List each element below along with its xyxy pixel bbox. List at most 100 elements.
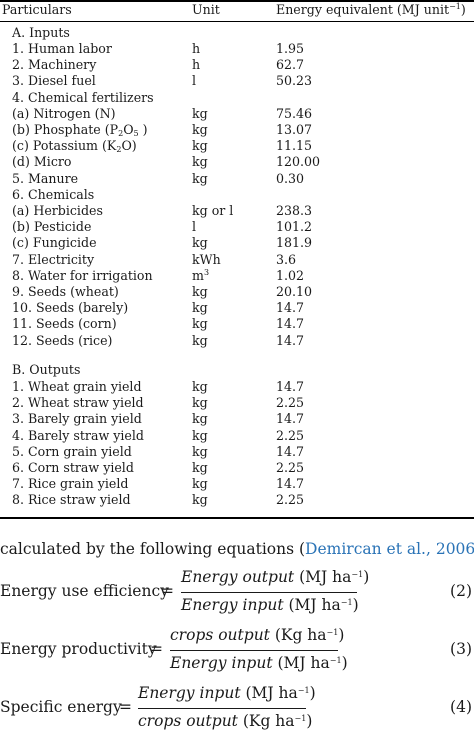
- table-row: 9. Seeds (wheat) kg 20.10: [0, 284, 474, 300]
- unit-cell: kg: [192, 460, 208, 475]
- particulars-cell: 1. Human labor: [12, 41, 112, 56]
- particulars-cell: 11. Seeds (corn): [12, 316, 117, 332]
- table-row: (a) Nitrogen (N) kg 75.46: [0, 106, 474, 122]
- particulars-cell: 5. Corn grain yield: [12, 443, 132, 459]
- unit-cell: h: [192, 41, 201, 56]
- particulars-cell: 9. Seeds (wheat): [12, 284, 119, 299]
- energy-value-cell: 120.00: [276, 154, 321, 170]
- unit-cell: kg: [192, 138, 208, 154]
- header-particulars: Particulars: [2, 2, 72, 17]
- energy-value-cell: 14.7: [276, 443, 305, 459]
- energy-value-cell: 238.3: [276, 203, 313, 218]
- unit-cell: kWh: [192, 251, 221, 267]
- table-row: (d) Micro kg 120.00: [0, 154, 474, 170]
- particulars-cell: (b) Pesticide: [12, 219, 92, 235]
- equals-sign: =: [150, 640, 163, 658]
- unit-cell: kg: [192, 235, 208, 251]
- table-bottom-rule: [0, 517, 474, 519]
- table-row: 11. Seeds (corn) kg 14.7: [0, 316, 474, 332]
- unit-cell: kg: [192, 427, 208, 443]
- section-label-outputs: B. Outputs: [12, 362, 81, 377]
- table-row: 6. Chemicals: [0, 187, 474, 203]
- unit-cell: kg: [192, 492, 208, 508]
- unit-cell: kg: [192, 332, 208, 348]
- table-row: 2. Wheat straw yield kg 2.25: [0, 395, 474, 411]
- energy-value-cell: 13.07: [276, 122, 313, 137]
- table-row: 1. Wheat grain yield kg 14.7: [0, 379, 474, 395]
- unit-cell: kg: [192, 395, 208, 411]
- particulars-cell: (c) Potassium (K2O): [12, 138, 137, 155]
- energy-value-cell: 14.7: [276, 411, 305, 427]
- equation-numerator: Energy output (MJ ha−1): [181, 568, 370, 586]
- energy-value-cell: 2.25: [276, 492, 305, 508]
- particulars-cell: 7. Rice grain yield: [12, 476, 129, 492]
- unit-cell: kg: [192, 316, 208, 332]
- table-row: (a) Herbicides kg or l 238.3: [0, 203, 474, 219]
- equation-numerator: Energy input (MJ ha−1): [138, 684, 316, 702]
- energy-value-cell: 2.25: [276, 395, 305, 411]
- table-row: (b) Phosphate (P2O5 ) kg 13.07: [0, 122, 474, 138]
- particulars-cell: (c) Fungicide: [12, 235, 97, 251]
- energy-value-cell: 50.23: [276, 73, 313, 89]
- equation-energy-productivity: Energy productivity = crops output (Kg h…: [0, 626, 474, 676]
- unit-cell: kg: [192, 170, 208, 186]
- particulars-cell: 4. Chemical fertilizers: [12, 89, 154, 105]
- fraction-bar: [181, 592, 357, 593]
- energy-value-cell: 0.30: [276, 170, 305, 186]
- table-row: 12. Seeds (rice) kg 14.7: [0, 333, 474, 349]
- particulars-cell: 1. Wheat grain yield: [12, 379, 142, 394]
- unit-cell: kg: [192, 105, 208, 121]
- table-row: 8. Rice straw yield kg 2.25: [0, 492, 474, 508]
- energy-value-cell: 75.46: [276, 105, 313, 121]
- unit-cell: kg: [192, 476, 208, 492]
- equation-lhs: Specific energy: [0, 698, 122, 716]
- equations-intro: calculated by the following equations (D…: [0, 540, 474, 558]
- equation-denominator: Energy input (MJ ha−1): [181, 596, 359, 614]
- unit-cell: kg: [192, 379, 208, 394]
- table-row: 1. Human labor h 1.95: [0, 41, 474, 57]
- particulars-cell: 5. Manure: [12, 170, 79, 186]
- energy-value-cell: 181.9: [276, 235, 313, 251]
- citation-link[interactable]: Demircan et al., 2006: [305, 540, 474, 558]
- energy-value-cell: 101.2: [276, 219, 313, 235]
- table-row: 6. Corn straw yield kg 2.25: [0, 460, 474, 476]
- particulars-cell: (a) Herbicides: [12, 203, 103, 218]
- energy-value-cell: 2.25: [276, 427, 305, 443]
- particulars-cell: (a) Nitrogen (N): [12, 105, 116, 121]
- header-energy-equivalent: Energy equivalent (MJ unit−1): [276, 2, 466, 17]
- table-row: (b) Pesticide l 101.2: [0, 219, 474, 235]
- equation-specific-energy: Specific energy = Energy input (MJ ha−1)…: [0, 684, 474, 734]
- table-row: (c) Fungicide kg 181.9: [0, 235, 474, 251]
- table-row: 2. Machinery h 62.7: [0, 57, 474, 73]
- header-unit: Unit: [192, 2, 220, 17]
- energy-value-cell: 3.6: [276, 251, 297, 267]
- equation-numerator: crops output (Kg ha−1): [170, 626, 345, 644]
- unit-cell: kg: [192, 443, 208, 459]
- equation-number: (4): [450, 698, 472, 716]
- table-row: 3. Barely grain yield kg 14.7: [0, 411, 474, 427]
- unit-cell: kg: [192, 154, 208, 170]
- energy-value-cell: 2.25: [276, 460, 305, 475]
- energy-value-cell: 1.02: [276, 267, 305, 283]
- energy-value-cell: 14.7: [276, 300, 305, 316]
- unit-cell: kg: [192, 284, 208, 299]
- section-label-inputs: A. Inputs: [12, 25, 70, 40]
- particulars-cell: 8. Water for irrigation: [12, 267, 153, 283]
- table-header-row: Particulars Unit Energy equivalent (MJ u…: [0, 2, 474, 18]
- equals-sign: =: [119, 698, 132, 716]
- fraction-bar: [170, 650, 338, 651]
- table-row: 7. Rice grain yield kg 14.7: [0, 476, 474, 492]
- unit-cell: kg: [192, 122, 208, 137]
- equals-sign: =: [161, 582, 174, 600]
- table-row: 4. Chemical fertilizers: [0, 90, 474, 106]
- table-top-rule: [0, 0, 474, 2]
- unit-cell: m3: [192, 267, 210, 283]
- unit-cell: kg or l: [192, 203, 234, 218]
- particulars-cell: 6. Chemicals: [12, 186, 95, 202]
- energy-value-cell: 11.15: [276, 138, 313, 154]
- equation-lhs: Energy productivity: [0, 640, 157, 658]
- unit-cell: l: [192, 219, 197, 235]
- table-row: 3. Diesel fuel l 50.23: [0, 73, 474, 89]
- energy-value-cell: 20.10: [276, 284, 313, 299]
- energy-value-cell: 1.95: [276, 41, 305, 56]
